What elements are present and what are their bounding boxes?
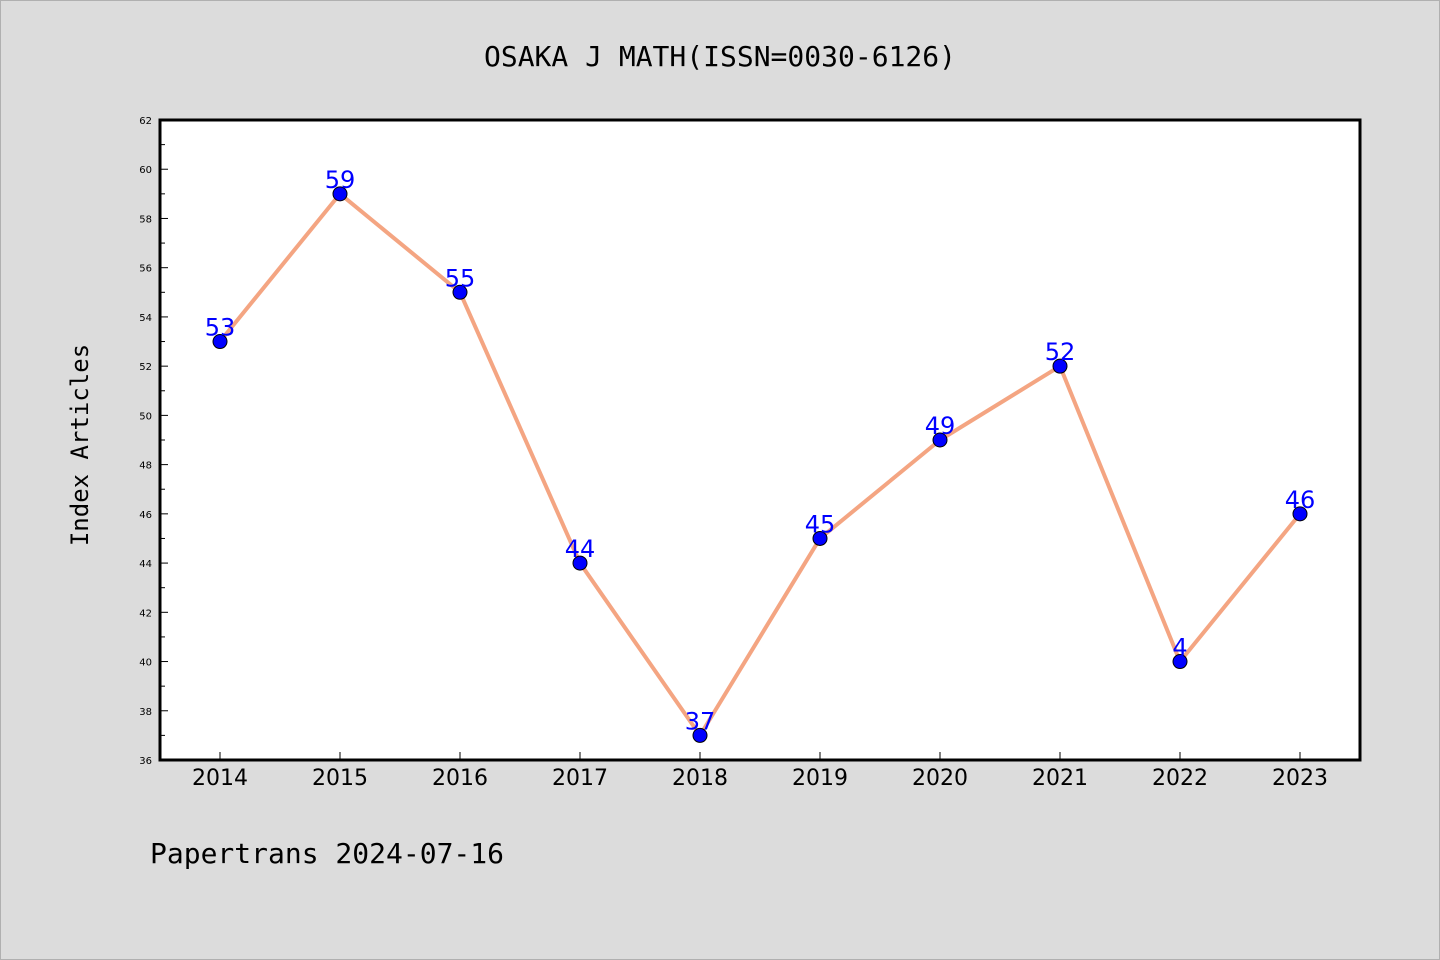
data-label: 4 xyxy=(1172,634,1187,662)
data-point xyxy=(452,284,468,300)
data-label: 44 xyxy=(565,535,596,563)
data-label: 49 xyxy=(925,412,956,440)
y-tick-label: 52 xyxy=(139,362,152,373)
x-tick-label: 2020 xyxy=(912,766,968,791)
plot-area xyxy=(160,120,1360,760)
y-tick-label: 60 xyxy=(139,165,152,176)
y-tick-label: 50 xyxy=(139,411,152,422)
y-tick-label: 40 xyxy=(139,658,152,669)
y-tick-label: 62 xyxy=(139,116,152,127)
y-tick-label: 58 xyxy=(139,214,152,225)
data-point xyxy=(332,186,348,202)
data-point xyxy=(932,432,948,448)
data-label: 52 xyxy=(1045,338,1076,366)
y-tick-label: 46 xyxy=(139,510,152,521)
data-point xyxy=(1172,654,1188,670)
chart-title: OSAKA J MATH(ISSN=0030-6126) xyxy=(484,40,956,73)
series-line xyxy=(218,191,1302,738)
y-tick-label: 36 xyxy=(139,756,152,767)
data-point xyxy=(1292,506,1308,522)
series-markers xyxy=(212,186,1308,743)
y-tick-label: 38 xyxy=(139,707,152,718)
x-tick-label: 2016 xyxy=(432,766,488,791)
x-tick-label: 2014 xyxy=(192,766,248,791)
y-tick-label: 54 xyxy=(139,313,152,324)
x-tick-label: 2019 xyxy=(792,766,848,791)
y-tick-label: 48 xyxy=(139,461,152,472)
data-label: 53 xyxy=(205,314,236,342)
x-tick-label: 2022 xyxy=(1152,766,1208,791)
y-tick-label: 44 xyxy=(139,559,152,570)
data-point xyxy=(692,727,708,743)
plot-frame xyxy=(158,118,1362,762)
footer-source-date: Papertrans 2024-07-16 xyxy=(150,837,504,870)
x-tick-label: 2017 xyxy=(552,766,608,791)
data-point xyxy=(212,334,228,350)
y-tick-label: 42 xyxy=(139,608,152,619)
y-axis: 36 38 40 42 44 46 48 50 52 54 56 58 60 62 xyxy=(139,116,168,767)
x-tick-label: 2018 xyxy=(672,766,728,791)
y-axis-label: Index Articles xyxy=(66,344,94,546)
x-tick-label: 2021 xyxy=(1032,766,1088,791)
data-label: 37 xyxy=(685,707,716,735)
y-tick-label: 56 xyxy=(139,264,152,275)
x-tick-label: 2023 xyxy=(1272,766,1328,791)
data-label: 59 xyxy=(325,166,356,194)
data-label: 45 xyxy=(805,510,836,538)
data-point xyxy=(812,530,828,546)
data-label: 46 xyxy=(1285,486,1316,514)
data-point xyxy=(572,555,588,571)
x-axis: 2014 2015 2016 2017 2018 2019 2020 2021 2022 2023 xyxy=(192,752,1328,791)
x-tick-label: 2015 xyxy=(312,766,368,791)
data-point xyxy=(1052,358,1068,374)
data-labels: 53 59 55 44 37 45 49 52 4 46 xyxy=(205,166,1316,736)
data-label: 55 xyxy=(445,264,476,292)
